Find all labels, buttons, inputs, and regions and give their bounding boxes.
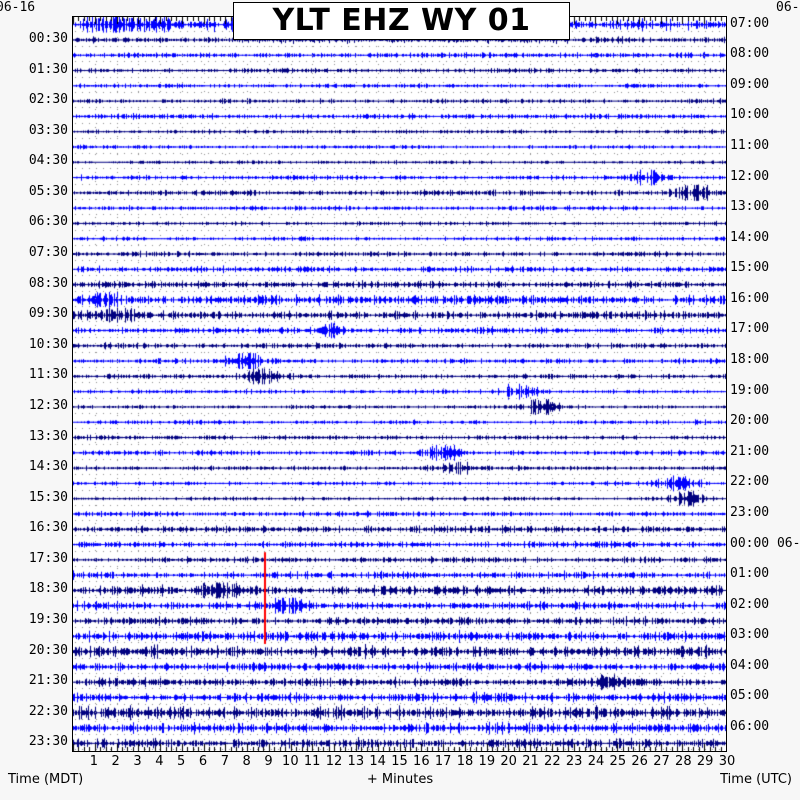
minute-tick-label: 29	[696, 754, 714, 769]
left-time-label: 01:30	[28, 61, 68, 77]
minute-tick-label: 26	[631, 754, 648, 769]
right-time-label-rollover: 00:00 06-17	[730, 535, 800, 551]
minute-tick-label: 20	[500, 754, 517, 769]
left-time-label: 22:30	[28, 703, 68, 719]
minute-tick-label: 25	[609, 754, 627, 769]
left-time-label: 02:30	[28, 92, 68, 108]
axis-left-caption: Time (MDT)	[8, 772, 84, 787]
minute-axis: 1 2 3 4 5 6 7 8 9 10 11 12 13 14 15 16 17 18 19 20 21 22 23 24 2…	[72, 754, 736, 772]
right-time-label: 11:00	[730, 137, 770, 153]
minute-tick-label: 1	[89, 754, 98, 769]
minute-tick-label: 14	[369, 754, 386, 769]
minute-tick-label: 16	[413, 754, 430, 769]
left-time-label: 03:30	[28, 122, 68, 138]
right-time-label: 03:00	[730, 627, 770, 643]
left-time-label: 15:30	[28, 489, 68, 505]
minute-tick-label: 21	[522, 754, 539, 769]
minute-tick-label: 9	[264, 754, 273, 769]
right-time-label: 10:00	[730, 107, 770, 123]
minute-tick-label: 4	[155, 754, 164, 769]
right-time-label: 20:00	[730, 413, 770, 429]
right-time-label: 23:00	[730, 504, 770, 520]
minute-tick-label: 3	[133, 754, 142, 769]
left-time-label: 07:30	[28, 245, 68, 261]
left-time-label: 04:30	[28, 153, 68, 169]
right-time-label: 16:00	[730, 290, 770, 306]
left-time-label: 09:30	[28, 306, 68, 322]
minute-tick-label: 18	[456, 754, 474, 769]
right-time-label: 15:00	[730, 260, 770, 276]
minute-tick-label: 10	[282, 754, 299, 769]
left-time-label: 10:30	[28, 336, 68, 352]
minute-tick-label: 13	[347, 754, 365, 769]
seismogram-traces	[73, 17, 726, 751]
left-time-label: 23:30	[28, 734, 68, 750]
right-time-label: 12:00	[730, 168, 770, 184]
left-time-label: 06:30	[28, 214, 68, 230]
seismogram-plot-area[interactable]	[72, 16, 727, 752]
left-time-label: 17:30	[28, 550, 68, 566]
minute-tick-label: 19	[478, 754, 496, 769]
right-time-label: 05:00	[730, 688, 770, 704]
right-time-label: 01:00	[730, 566, 770, 582]
right-time-label: 17:00	[730, 321, 770, 337]
right-time-label: 19:00	[730, 382, 770, 398]
left-time-label: 19:30	[28, 612, 68, 628]
left-time-label: 20:30	[28, 642, 68, 658]
minute-tick-label: 11	[303, 754, 321, 769]
page-title: YLT EHZ WY 01	[233, 2, 570, 40]
left-time-label: 18:30	[28, 581, 68, 597]
right-time-label: 02:00	[730, 596, 770, 612]
right-time-label: 18:00	[730, 352, 770, 368]
minute-tick-label: 17	[434, 754, 452, 769]
minute-tick-label: 30	[718, 754, 736, 769]
minute-tick-label: 15	[391, 754, 408, 769]
minute-tick-label: 6	[198, 754, 208, 769]
right-time-label: 22:00	[730, 474, 770, 490]
right-time-label: 21:00	[730, 443, 770, 459]
left-time-label: 12:30	[28, 397, 68, 413]
left-date-label: 06-16	[0, 0, 36, 15]
right-time-label: 06:00	[730, 719, 770, 735]
minute-tick-label: 24	[587, 754, 605, 769]
right-time-label: 09:00	[730, 76, 770, 92]
left-time-label: 11:30	[28, 367, 68, 383]
right-time-label: 14:00	[730, 229, 770, 245]
minute-tick-label: 8	[242, 754, 251, 769]
left-time-label: 13:30	[28, 428, 68, 444]
minute-tick-label: 5	[177, 754, 186, 769]
left-time-label: 14:30	[28, 459, 68, 475]
right-date-label: 06-16	[776, 0, 800, 15]
axis-right-caption: Time (UTC)	[720, 772, 792, 787]
minute-tick-label: 2	[111, 754, 120, 769]
left-time-label: 05:30	[28, 183, 68, 199]
right-time-label: 08:00	[730, 46, 770, 62]
right-time-label: 07:00	[730, 15, 770, 31]
minute-tick-label: 7	[220, 754, 229, 769]
left-time-label: 21:30	[28, 673, 68, 689]
minute-tick-label: 27	[653, 754, 670, 769]
minute-tick-label: 12	[325, 754, 343, 769]
right-time-label: 04:00	[730, 657, 770, 673]
minute-tick-label: 23	[565, 754, 583, 769]
right-time-label: 13:00	[730, 199, 770, 215]
minute-tick-label: 28	[675, 754, 692, 769]
left-time-label: 08:30	[28, 275, 68, 291]
left-time-label: 16:30	[28, 520, 68, 536]
left-time-label: 00:30	[28, 30, 68, 46]
minute-tick-label: 22	[544, 754, 561, 769]
axis-center-caption: + Minutes	[366, 772, 434, 787]
